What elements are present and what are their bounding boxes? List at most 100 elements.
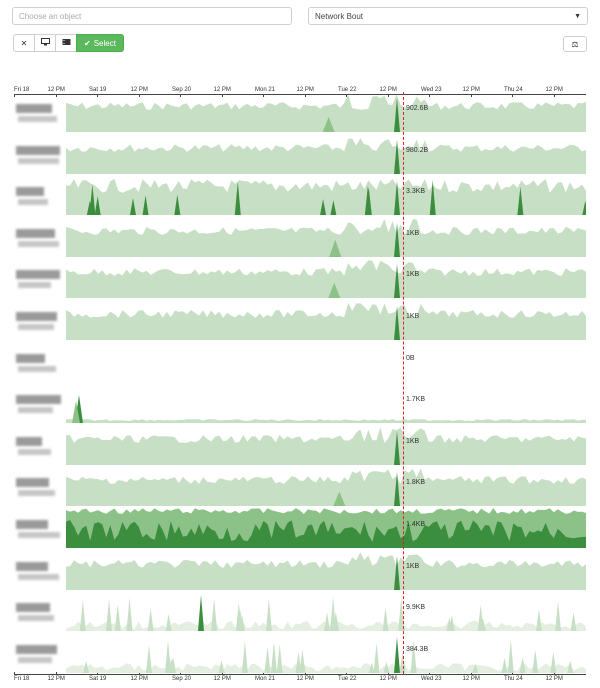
object-thumbnail[interactable] <box>14 635 66 671</box>
metric-row[interactable]: 3.3KB <box>14 175 586 216</box>
traffic-chart[interactable] <box>66 508 586 548</box>
redacted-label <box>16 104 52 113</box>
axis-tick-label: Wed 23 <box>421 676 442 682</box>
object-thumbnail[interactable] <box>14 94 66 130</box>
object-thumbnail[interactable] <box>14 593 66 629</box>
object-thumbnail[interactable] <box>14 177 66 213</box>
traffic-area <box>66 179 586 216</box>
traffic-chart[interactable] <box>66 92 586 132</box>
traffic-chart[interactable] <box>66 300 586 340</box>
traffic-spike <box>333 492 346 507</box>
traffic-spike <box>532 649 539 673</box>
metric-row[interactable]: 1.8KB <box>14 466 586 507</box>
traffic-chart[interactable] <box>66 425 586 465</box>
object-thumbnail[interactable] <box>14 302 66 338</box>
axis-tick-label: 12 PM <box>296 87 314 93</box>
metric-select[interactable]: Network Bout ▼ <box>308 7 588 25</box>
traffic-area-svg <box>66 468 586 507</box>
traffic-spike <box>165 640 172 673</box>
traffic-spike <box>324 612 331 632</box>
redacted-label <box>16 603 50 613</box>
traffic-area <box>66 260 586 299</box>
traffic-spike <box>332 611 339 632</box>
chevron-down-icon: ▼ <box>574 13 581 20</box>
metric-row[interactable]: 1KB <box>14 300 586 340</box>
redacted-sublabel <box>18 448 52 455</box>
traffic-area <box>66 662 586 673</box>
traffic-spike <box>264 646 271 673</box>
traffic-area-dark <box>66 520 586 548</box>
traffic-spike <box>501 657 508 673</box>
axis-tick-label: Fri 18 <box>14 676 30 682</box>
metric-row[interactable]: 1.7KB <box>14 383 586 424</box>
traffic-spike <box>364 185 371 216</box>
traffic-chart[interactable] <box>66 175 586 216</box>
redacted-label <box>16 228 56 238</box>
metric-row[interactable]: 980.2B <box>14 134 586 174</box>
traffic-area-svg <box>66 508 586 548</box>
redacted-label <box>16 561 49 571</box>
axis-tick-label: Sat 19 <box>89 87 107 93</box>
object-thumbnail[interactable] <box>14 219 66 255</box>
object-thumbnail[interactable] <box>14 385 66 421</box>
traffic-spike <box>86 200 93 216</box>
traffic-area-svg <box>66 636 586 673</box>
metric-row[interactable]: 1KB <box>14 425 586 465</box>
axis-tick-mark <box>97 94 98 97</box>
axis-tick-mark <box>221 672 223 675</box>
traffic-chart[interactable] <box>66 550 586 590</box>
traffic-spike <box>126 597 133 632</box>
traffic-chart[interactable] <box>66 258 586 299</box>
time-cursor-line[interactable] <box>403 92 404 674</box>
traffic-area-svg <box>66 427 586 465</box>
traffic-chart[interactable] <box>66 342 586 382</box>
traffic-spike <box>394 472 400 507</box>
metric-row[interactable]: 1.4KB <box>14 508 586 548</box>
cursor-value-label: 980.2B <box>406 146 429 154</box>
axis-tick-mark <box>180 672 181 675</box>
traffic-chart[interactable] <box>66 633 586 673</box>
metric-row[interactable]: 384.3B <box>14 633 586 673</box>
metric-row[interactable]: 1KB <box>14 258 586 299</box>
axis-tick-mark <box>512 672 513 675</box>
close-icon: ✕ <box>20 38 28 48</box>
object-thumbnail[interactable] <box>14 468 66 504</box>
object-search-input[interactable]: Choose an object <box>12 7 292 25</box>
traffic-chart[interactable] <box>66 466 586 507</box>
traffic-chart[interactable] <box>66 591 586 632</box>
cursor-value-label: 384.3B <box>406 645 429 653</box>
metric-row[interactable]: 1KB <box>14 217 586 257</box>
traffic-spike <box>270 641 277 673</box>
axis-tick-mark <box>14 94 15 97</box>
traffic-chart[interactable] <box>66 134 586 174</box>
axis-tick-mark <box>470 672 472 675</box>
metric-select-value: Network Bout <box>315 12 364 21</box>
metric-row[interactable]: 0B <box>14 342 586 382</box>
object-thumbnail[interactable] <box>14 344 66 380</box>
object-thumbnail[interactable] <box>14 552 66 588</box>
traffic-chart[interactable] <box>66 383 586 424</box>
metric-row[interactable]: 902.6B <box>14 92 586 132</box>
time-axis-bottom: Fri 18 12 PM Sat 19 12 PM Sep 20 12 PM Mon 21 1… <box>14 672 586 687</box>
axis-tick-label: Mon 21 <box>255 87 276 93</box>
traffic-spike <box>72 401 80 424</box>
monitor-icon <box>40 38 50 48</box>
traffic-spike <box>383 661 390 673</box>
object-thumbnail[interactable] <box>14 136 66 172</box>
traffic-chart[interactable] <box>66 217 586 257</box>
metric-row[interactable]: 1KB <box>14 550 586 590</box>
metric-row[interactable]: 9.9KB <box>14 591 586 632</box>
cursor-value-label: 1.4KB <box>406 521 426 528</box>
film-button[interactable] <box>55 34 76 52</box>
object-thumbnail[interactable] <box>14 510 66 546</box>
monitor-button[interactable] <box>34 34 55 52</box>
select-button[interactable]: ✔ Select <box>76 34 124 52</box>
scale-button[interactable]: ⚖ <box>563 36 587 52</box>
clear-button[interactable]: ✕ <box>13 34 34 52</box>
traffic-spike <box>582 200 586 216</box>
object-thumbnail[interactable] <box>14 427 66 463</box>
traffic-spike <box>555 601 562 632</box>
redacted-label <box>16 312 58 321</box>
object-thumbnail[interactable] <box>14 260 66 296</box>
traffic-spike <box>198 595 204 632</box>
